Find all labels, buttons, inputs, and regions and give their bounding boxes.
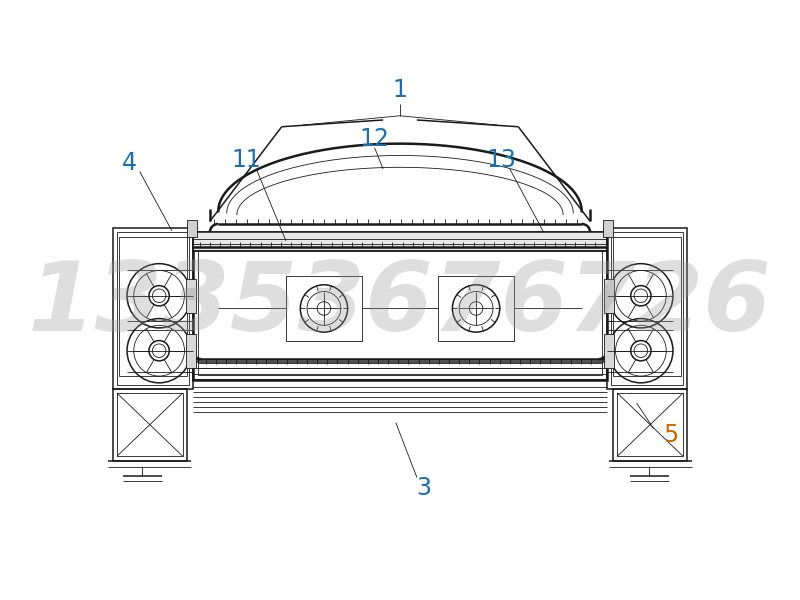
Bar	[198, 238, 602, 375]
Bar	[113, 228, 193, 389]
Bar	[611, 232, 683, 385]
Bar	[607, 228, 687, 389]
Bar	[613, 389, 687, 461]
Bar	[618, 393, 683, 457]
Text: 13: 13	[486, 148, 516, 172]
Bar	[186, 334, 196, 368]
Bar	[438, 277, 514, 341]
Bar	[117, 232, 189, 385]
Text: 4: 4	[122, 151, 137, 175]
Bar	[186, 279, 196, 313]
Text: 3: 3	[416, 476, 431, 500]
Bar	[193, 232, 607, 380]
Text: 11: 11	[231, 148, 261, 172]
Bar	[187, 220, 197, 236]
Text: 5: 5	[663, 423, 678, 447]
Bar	[113, 389, 187, 461]
Text: 1: 1	[393, 79, 407, 103]
Bar	[604, 334, 614, 368]
Bar	[604, 279, 614, 313]
Text: 12: 12	[360, 127, 390, 151]
Text: 13353676726: 13353676726	[28, 258, 772, 351]
Bar	[193, 232, 607, 251]
Bar	[117, 393, 182, 457]
Bar	[603, 220, 613, 236]
Bar	[613, 236, 681, 376]
Bar	[193, 362, 607, 380]
Bar	[286, 277, 362, 341]
Bar	[119, 236, 187, 376]
